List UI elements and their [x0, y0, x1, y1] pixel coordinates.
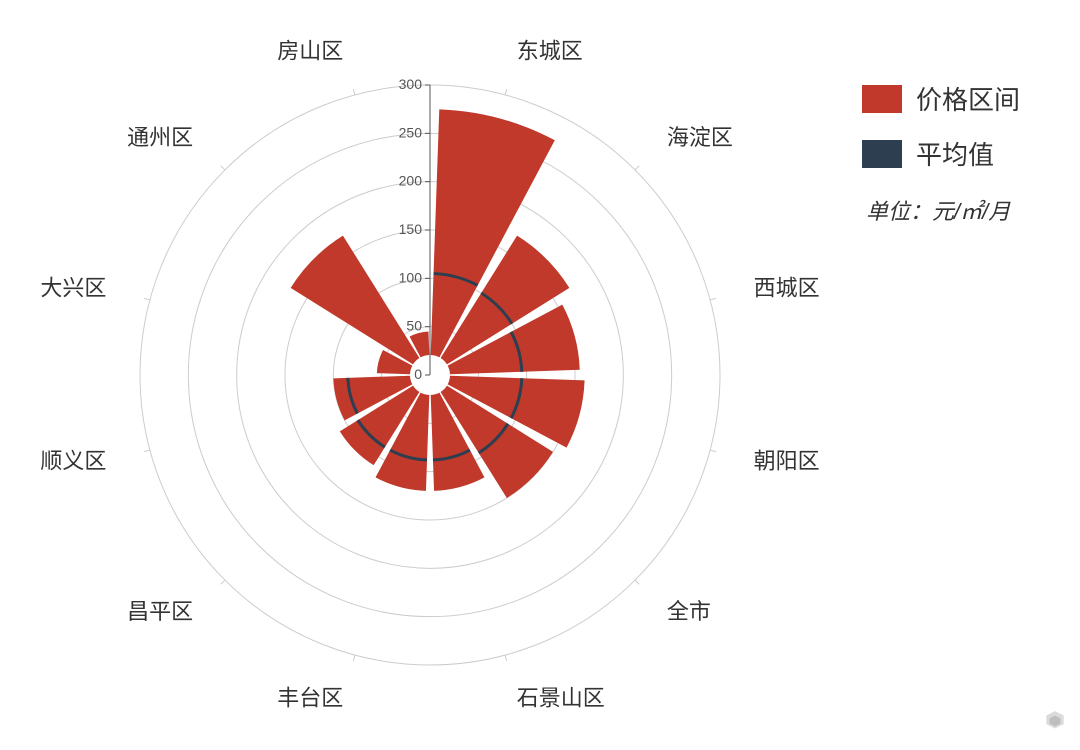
angle-tick [505, 655, 507, 661]
legend: 价格区间 平均值 单位：元/㎡/月 [862, 80, 1020, 226]
r-axis-tick-label: 100 [399, 269, 423, 285]
category-label: 全市 [667, 599, 711, 624]
legend-label-range: 价格区间 [916, 80, 1020, 117]
legend-item-range: 价格区间 [862, 80, 1020, 117]
angle-tick [144, 450, 150, 452]
angle-tick [144, 298, 150, 300]
r-axis-tick-label: 250 [399, 124, 423, 140]
category-label: 朝阳区 [754, 449, 820, 474]
category-label: 丰台区 [277, 686, 343, 711]
angle-tick [353, 89, 355, 95]
category-label: 通州区 [127, 125, 193, 150]
legend-swatch-range [862, 85, 902, 113]
angle-tick [221, 166, 225, 170]
r-axis-tick-label: 0 [414, 366, 422, 382]
category-label: 西城区 [754, 275, 820, 300]
category-label: 大兴区 [40, 275, 106, 300]
category-label: 东城区 [517, 38, 583, 63]
legend-item-avg: 平均值 [862, 135, 1020, 172]
angle-tick [635, 166, 639, 170]
category-label: 昌平区 [127, 599, 193, 624]
angle-tick [353, 655, 355, 661]
r-axis-tick-label: 50 [406, 318, 422, 334]
legend-label-avg: 平均值 [916, 135, 994, 172]
r-axis-tick-label: 150 [399, 221, 423, 237]
bar-sector [291, 236, 420, 365]
angle-tick [505, 89, 507, 95]
category-label: 房山区 [277, 38, 343, 63]
legend-unit: 单位：元/㎡/月 [866, 194, 1020, 226]
angle-tick [710, 450, 716, 452]
r-axis-tick-label: 300 [399, 76, 423, 92]
angle-tick [710, 298, 716, 300]
watermark-icon [1042, 709, 1068, 740]
angle-tick [635, 580, 639, 584]
legend-swatch-avg [862, 140, 902, 168]
category-label: 石景山区 [517, 686, 605, 711]
category-label: 顺义区 [40, 449, 106, 474]
category-label: 海淀区 [667, 125, 733, 150]
r-axis-tick-label: 200 [399, 173, 423, 189]
angle-tick [221, 580, 225, 584]
